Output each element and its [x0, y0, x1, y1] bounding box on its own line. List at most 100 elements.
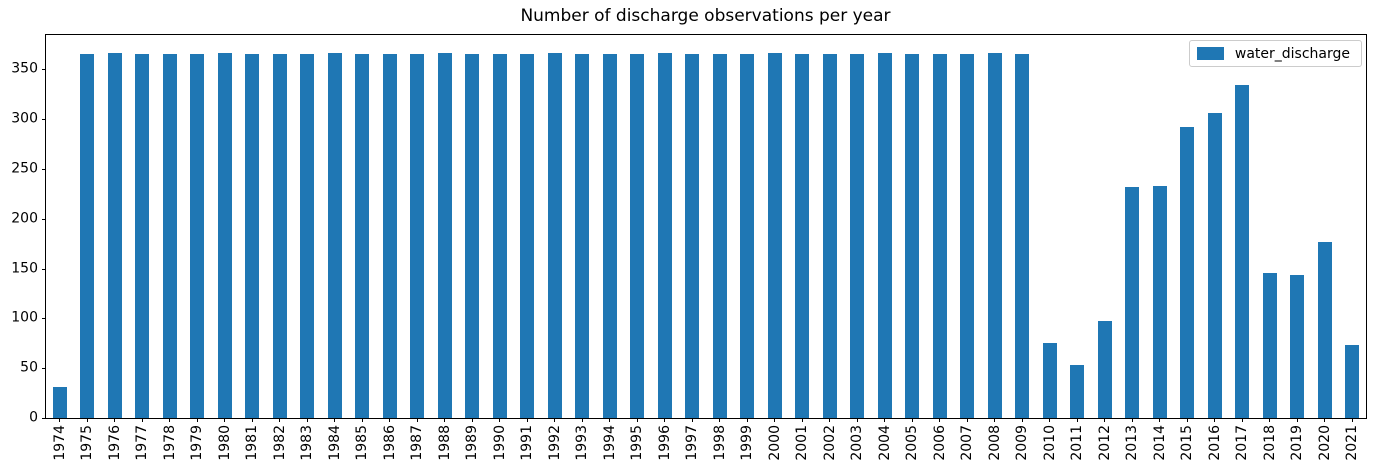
- y-tick-mark-50: [42, 368, 46, 370]
- bar-slot-1997: [679, 35, 707, 418]
- bar-1999: [740, 54, 755, 418]
- x-tick-mark-2015: [1186, 418, 1188, 422]
- y-tick-label-150: 150: [11, 260, 38, 277]
- bars-container: [46, 35, 1366, 418]
- x-tick-label-2013: 2013: [1124, 425, 1141, 461]
- x-tick-label-1994: 1994: [601, 425, 618, 461]
- y-tick-label-250: 250: [11, 160, 38, 177]
- x-tick-mark-1974: [59, 418, 61, 422]
- x-tick-label-2009: 2009: [1014, 425, 1031, 461]
- x-tick-label-2010: 2010: [1041, 425, 1058, 461]
- x-tick-label-1998: 1998: [711, 425, 728, 461]
- x-tick-label-1986: 1986: [381, 425, 398, 461]
- x-tick-mark-2021: [1351, 418, 1353, 422]
- x-tick-mark-1999: [746, 418, 748, 422]
- x-tick-label-2019: 2019: [1289, 425, 1306, 461]
- x-tick-mark-2000: [774, 418, 776, 422]
- x-tick-mark-1979: [196, 418, 198, 422]
- bar-slot-2016: [1201, 35, 1229, 418]
- bar-2000: [767, 53, 782, 418]
- bar-1987: [410, 54, 425, 418]
- bar-2018: [1262, 272, 1277, 418]
- y-tick-mark-250: [42, 168, 46, 170]
- x-tick-mark-1989: [471, 418, 473, 422]
- chart-title: Number of discharge observations per yea…: [520, 6, 891, 26]
- bar-1980: [217, 53, 232, 418]
- x-tick-label-1974: 1974: [51, 425, 68, 461]
- x-tick-label-2017: 2017: [1234, 425, 1251, 461]
- x-tick-label-1983: 1983: [299, 425, 316, 461]
- bar-1989: [465, 54, 480, 418]
- x-tick-label-1987: 1987: [409, 425, 426, 461]
- bar-slot-1996: [651, 35, 679, 418]
- bar-slot-1987: [404, 35, 432, 418]
- x-tick-mark-1987: [416, 418, 418, 422]
- bar-1993: [575, 54, 590, 418]
- bar-slot-2011: [1064, 35, 1092, 418]
- bar-2013: [1125, 186, 1140, 418]
- x-tick-label-1992: 1992: [546, 425, 563, 461]
- x-tick-mark-1985: [361, 418, 363, 422]
- bar-2006: [932, 54, 947, 418]
- x-tick-label-2004: 2004: [876, 425, 893, 461]
- x-tick-label-2021: 2021: [1344, 425, 1361, 461]
- bar-2017: [1235, 85, 1250, 418]
- x-tick-mark-1991: [526, 418, 528, 422]
- x-tick-mark-1980: [224, 418, 226, 422]
- x-tick-label-2011: 2011: [1069, 425, 1086, 461]
- x-tick-mark-2001: [801, 418, 803, 422]
- x-tick-label-2001: 2001: [794, 425, 811, 461]
- legend-swatch-icon: [1196, 47, 1224, 60]
- x-tick-label-1989: 1989: [464, 425, 481, 461]
- x-tick-mark-1982: [279, 418, 281, 422]
- bar-2004: [877, 53, 892, 418]
- bar-slot-1999: [734, 35, 762, 418]
- bar-1982: [272, 54, 287, 418]
- x-tick-mark-2005: [911, 418, 913, 422]
- x-tick-label-1999: 1999: [739, 425, 756, 461]
- x-tick-mark-2010: [1049, 418, 1051, 422]
- x-tick-mark-2006: [939, 418, 941, 422]
- x-tick-mark-1993: [581, 418, 583, 422]
- bar-1985: [355, 54, 370, 418]
- y-tick-label-200: 200: [11, 210, 38, 227]
- bar-1990: [492, 54, 507, 418]
- bar-slot-2004: [871, 35, 899, 418]
- bar-slot-1989: [459, 35, 487, 418]
- x-tick-mark-1983: [306, 418, 308, 422]
- x-tick-mark-2018: [1269, 418, 1271, 422]
- x-tick-mark-2012: [1104, 418, 1106, 422]
- x-tick-label-2006: 2006: [931, 425, 948, 461]
- bar-2002: [822, 54, 837, 418]
- bar-1974: [52, 387, 67, 418]
- x-tick-label-2007: 2007: [959, 425, 976, 461]
- bar-1986: [382, 54, 397, 418]
- y-tick-mark-100: [42, 318, 46, 320]
- bar-1992: [547, 53, 562, 418]
- y-tick-mark-0: [42, 418, 46, 419]
- bar-slot-2010: [1036, 35, 1064, 418]
- bar-slot-1992: [541, 35, 569, 418]
- bar-1988: [437, 53, 452, 418]
- bar-slot-2003: [844, 35, 872, 418]
- x-tick-label-1975: 1975: [79, 425, 96, 461]
- x-tick-label-1976: 1976: [106, 425, 123, 461]
- bar-slot-1974: [46, 35, 74, 418]
- bar-2005: [905, 54, 920, 418]
- y-tick-label-300: 300: [11, 110, 38, 127]
- bar-1978: [162, 54, 177, 418]
- bar-slot-1998: [706, 35, 734, 418]
- bar-1976: [107, 53, 122, 418]
- x-tick-label-2003: 2003: [849, 425, 866, 461]
- x-tick-label-1982: 1982: [271, 425, 288, 461]
- bar-slot-2021: [1339, 35, 1367, 418]
- bar-2016: [1207, 113, 1222, 418]
- bar-1984: [327, 53, 342, 418]
- bar-1979: [190, 54, 205, 418]
- bar-1996: [657, 53, 672, 418]
- x-tick-label-1997: 1997: [684, 425, 701, 461]
- bar-slot-1995: [624, 35, 652, 418]
- bar-slot-2013: [1119, 35, 1147, 418]
- bar-2007: [960, 54, 975, 418]
- y-tick-label-50: 50: [20, 359, 38, 376]
